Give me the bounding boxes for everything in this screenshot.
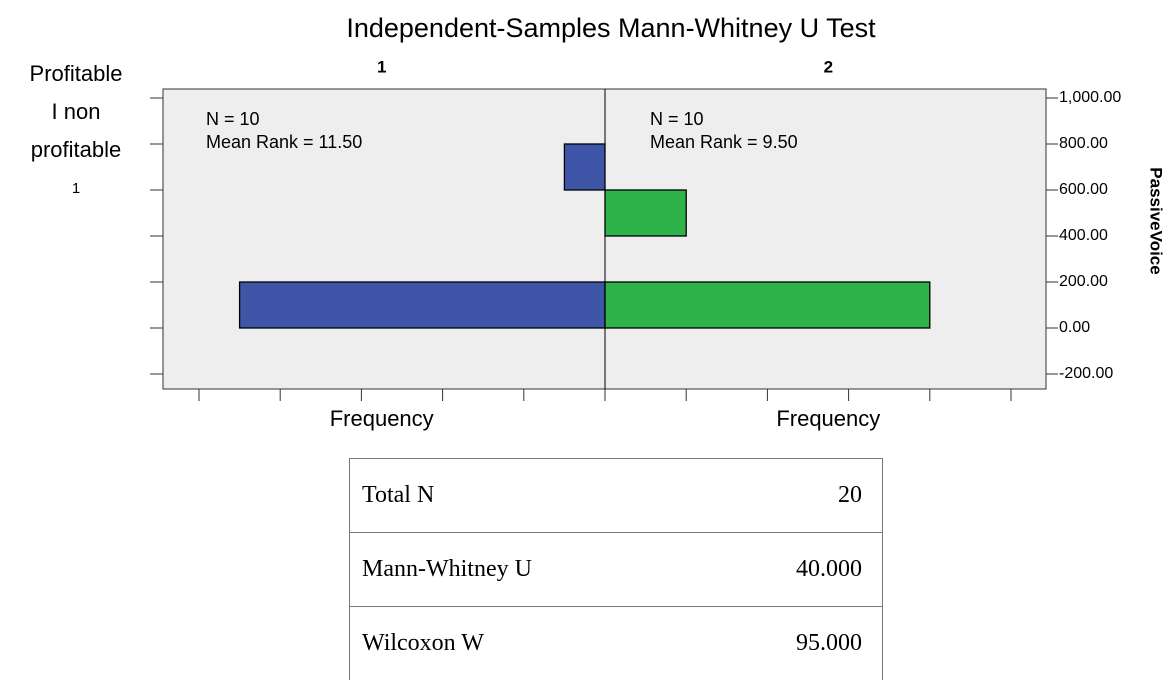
y-axis-label: PassiveVoice <box>1147 167 1166 274</box>
annotation: N = 10 <box>206 109 260 129</box>
row-label: Wilcoxon W <box>350 607 704 680</box>
x-axis-label: Frequency <box>776 406 880 431</box>
bar <box>564 144 605 190</box>
bar <box>605 190 686 236</box>
y-tick-label: 0.00 <box>1059 319 1090 336</box>
row-value: 95.000 <box>703 607 882 680</box>
bar <box>605 282 930 328</box>
y-tick-label: 800.00 <box>1059 135 1108 152</box>
group-label: 1 <box>72 180 80 197</box>
row-value: 20 <box>703 459 882 533</box>
row-value: 40.000 <box>703 533 882 607</box>
row-label: Mann-Whitney U <box>350 533 704 607</box>
row-label: Total N <box>350 459 704 533</box>
y-tick-label: -200.00 <box>1059 365 1113 382</box>
annotation: Mean Rank = 9.50 <box>650 132 798 152</box>
annotation: Mean Rank = 11.50 <box>206 132 362 152</box>
group-label: I non <box>52 99 101 124</box>
panel-header: 1 <box>377 57 386 76</box>
group-label: profitable <box>31 137 122 162</box>
group-label: Profitable <box>30 61 123 86</box>
y-tick-label: 200.00 <box>1059 273 1108 290</box>
panel-header: 2 <box>824 57 833 76</box>
annotation: N = 10 <box>650 109 704 129</box>
chart-title: Independent-Samples Mann-Whitney U Test <box>346 13 876 43</box>
x-axis-label: Frequency <box>330 406 434 431</box>
y-tick-label: 600.00 <box>1059 181 1108 198</box>
y-tick-label: 1,000.00 <box>1059 89 1121 106</box>
bar <box>240 282 605 328</box>
y-tick-label: 400.00 <box>1059 227 1108 244</box>
